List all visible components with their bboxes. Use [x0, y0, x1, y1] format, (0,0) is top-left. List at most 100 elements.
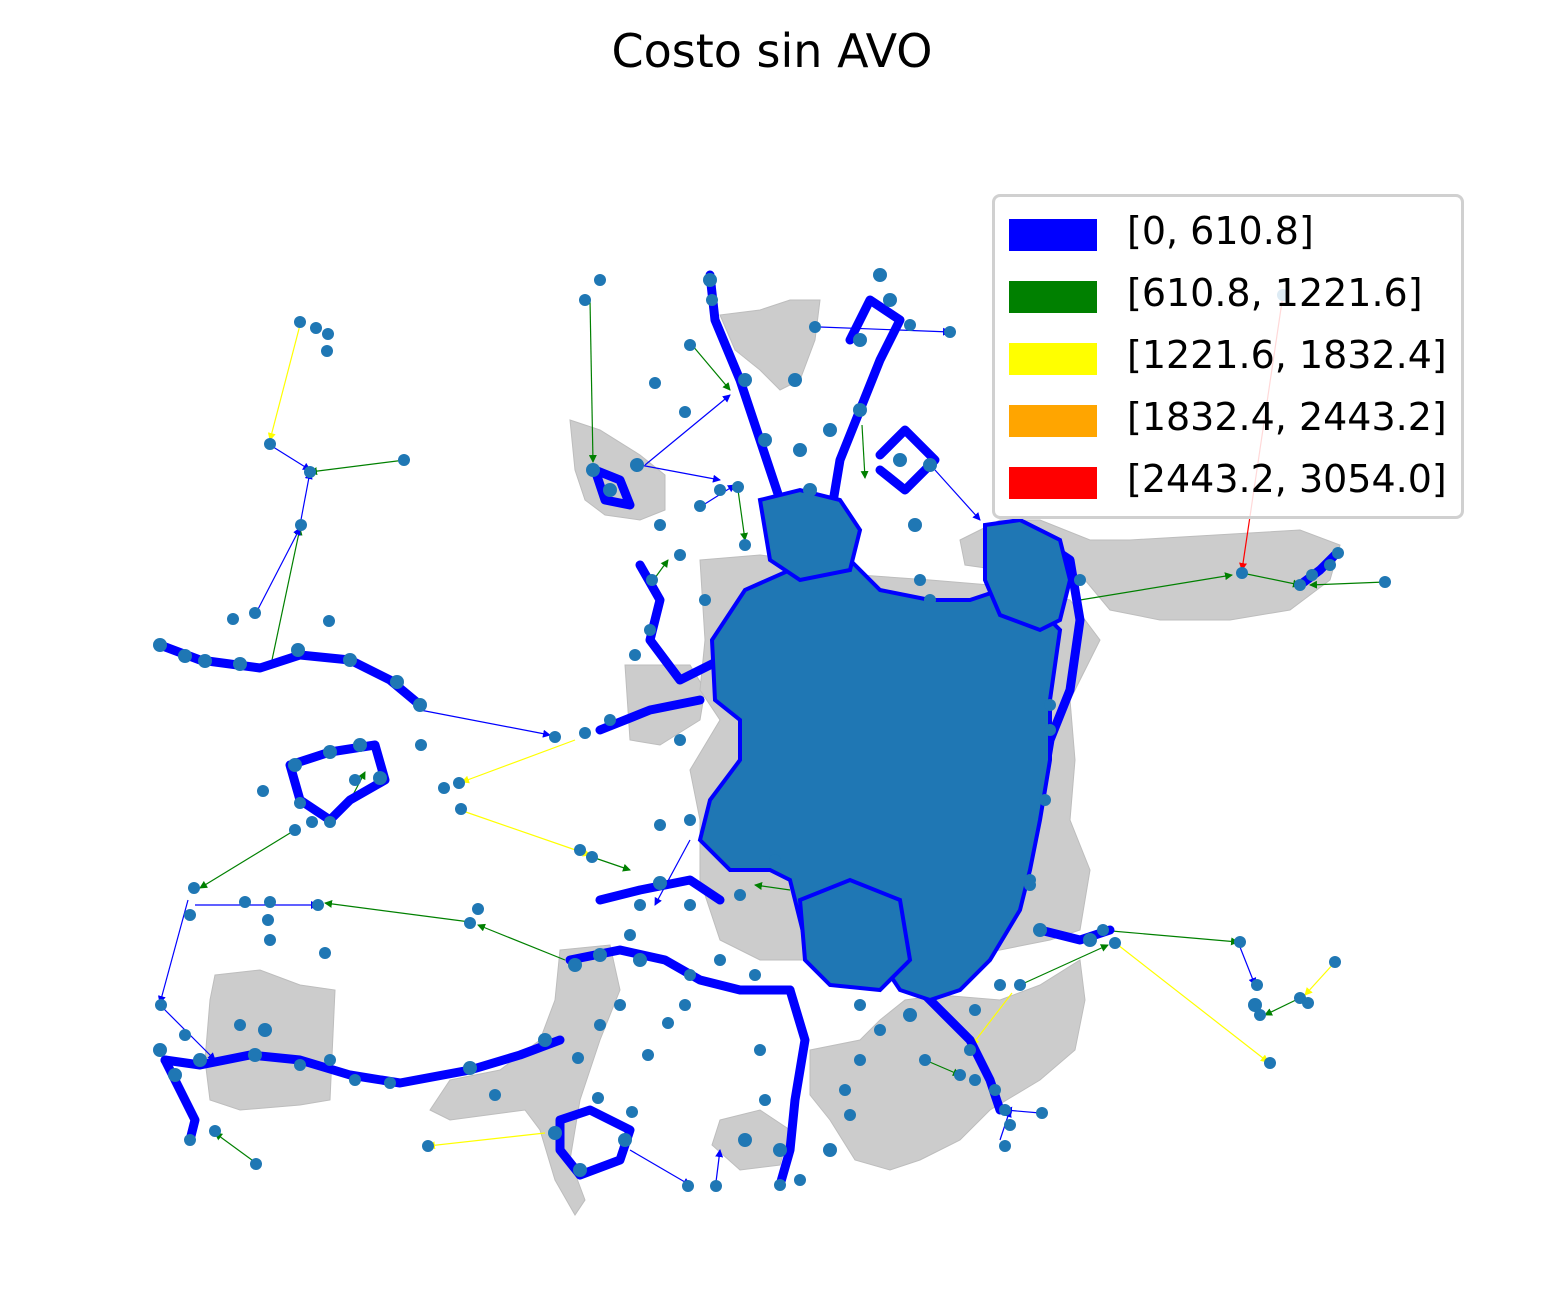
region-northwest [569, 419, 666, 521]
network-node [738, 373, 752, 387]
network-node [773, 1143, 787, 1157]
network-node [839, 1084, 851, 1096]
edge-green [1079, 572, 1233, 601]
edge-green [924, 1059, 961, 1076]
network-node [188, 882, 200, 894]
network-node [633, 953, 647, 967]
route-north-loop [875, 425, 940, 495]
legend-swatch [1009, 467, 1097, 499]
network-node [874, 1024, 886, 1036]
network-node [549, 731, 561, 743]
network-node [323, 745, 337, 759]
network-node [155, 999, 167, 1011]
network-node [739, 539, 751, 551]
route-west-corridor [635, 560, 725, 685]
edge-green [737, 489, 748, 541]
network-node [679, 999, 691, 1011]
core-main [697, 557, 1063, 1003]
network-node [594, 274, 606, 286]
network-node [415, 739, 427, 751]
network-node [1264, 1057, 1276, 1069]
network-node [1083, 933, 1097, 947]
network-node [794, 1174, 806, 1186]
edge-green [691, 344, 731, 391]
network-node [264, 438, 276, 450]
network-node [699, 594, 711, 606]
edge-green [214, 1132, 257, 1164]
network-node [349, 1074, 361, 1086]
edge-blue [819, 326, 951, 336]
route-west-loop [285, 740, 390, 825]
edge-green [309, 459, 406, 476]
network-node [568, 958, 582, 972]
network-node [883, 293, 897, 307]
network-node [714, 954, 726, 966]
edge-green [324, 899, 471, 923]
network-node [306, 816, 318, 828]
network-node [464, 917, 476, 929]
network-node [455, 803, 467, 815]
network-node [233, 657, 247, 671]
network-node [323, 615, 335, 627]
network-node [586, 851, 598, 863]
network-node [304, 466, 316, 478]
network-node [823, 423, 837, 437]
network-node [682, 1180, 694, 1192]
route-west-arm [155, 640, 425, 710]
route-west-link [595, 695, 705, 735]
network-node [873, 268, 887, 282]
network-node [291, 643, 305, 657]
network-node [854, 1054, 866, 1066]
edge-green [1241, 572, 1301, 588]
network-node [294, 797, 306, 809]
network-node [168, 1068, 182, 1082]
edge-yellow [427, 1132, 546, 1150]
route-southwest [160, 1035, 565, 1088]
network-node [184, 909, 196, 921]
network-node [964, 1044, 976, 1056]
network-node [1324, 559, 1336, 571]
network-node [1306, 569, 1318, 581]
network-node [923, 458, 937, 472]
network-node [634, 899, 646, 911]
network-node [759, 1094, 771, 1106]
network-node [793, 443, 807, 457]
network-node [1254, 1009, 1266, 1021]
network-node [809, 321, 821, 333]
network-node [1332, 547, 1344, 559]
network-node [614, 999, 626, 1011]
node-layer [153, 268, 1391, 1192]
network-node [349, 774, 361, 786]
network-node [674, 549, 686, 561]
network-node [604, 714, 616, 726]
network-node [489, 1089, 501, 1101]
network-node [324, 1054, 336, 1066]
network-node [438, 782, 450, 794]
legend: [0, 610.8] [610.8, 1221.6] [1221.6, 1832… [992, 194, 1464, 519]
network-node [373, 771, 387, 785]
edge-green [860, 424, 869, 479]
network-node [853, 333, 867, 347]
network-node [674, 734, 686, 746]
network-node [684, 899, 696, 911]
network-node [749, 969, 761, 981]
network-node [854, 999, 866, 1011]
network-node [769, 854, 781, 866]
network-node [684, 969, 696, 981]
edge-blue [654, 839, 691, 906]
edge-blue [934, 469, 981, 521]
network-node [322, 328, 334, 340]
network-node [1329, 956, 1341, 968]
edge-blue [299, 471, 313, 526]
edge-green [588, 299, 597, 463]
network-node [1044, 724, 1056, 736]
core-south [797, 877, 913, 993]
legend-swatch [1009, 281, 1097, 313]
edge-yellow [461, 739, 576, 784]
edge-green [591, 856, 631, 872]
network-node [893, 453, 907, 467]
network-node [248, 1048, 262, 1062]
network-node [262, 914, 274, 926]
network-node [629, 649, 641, 661]
